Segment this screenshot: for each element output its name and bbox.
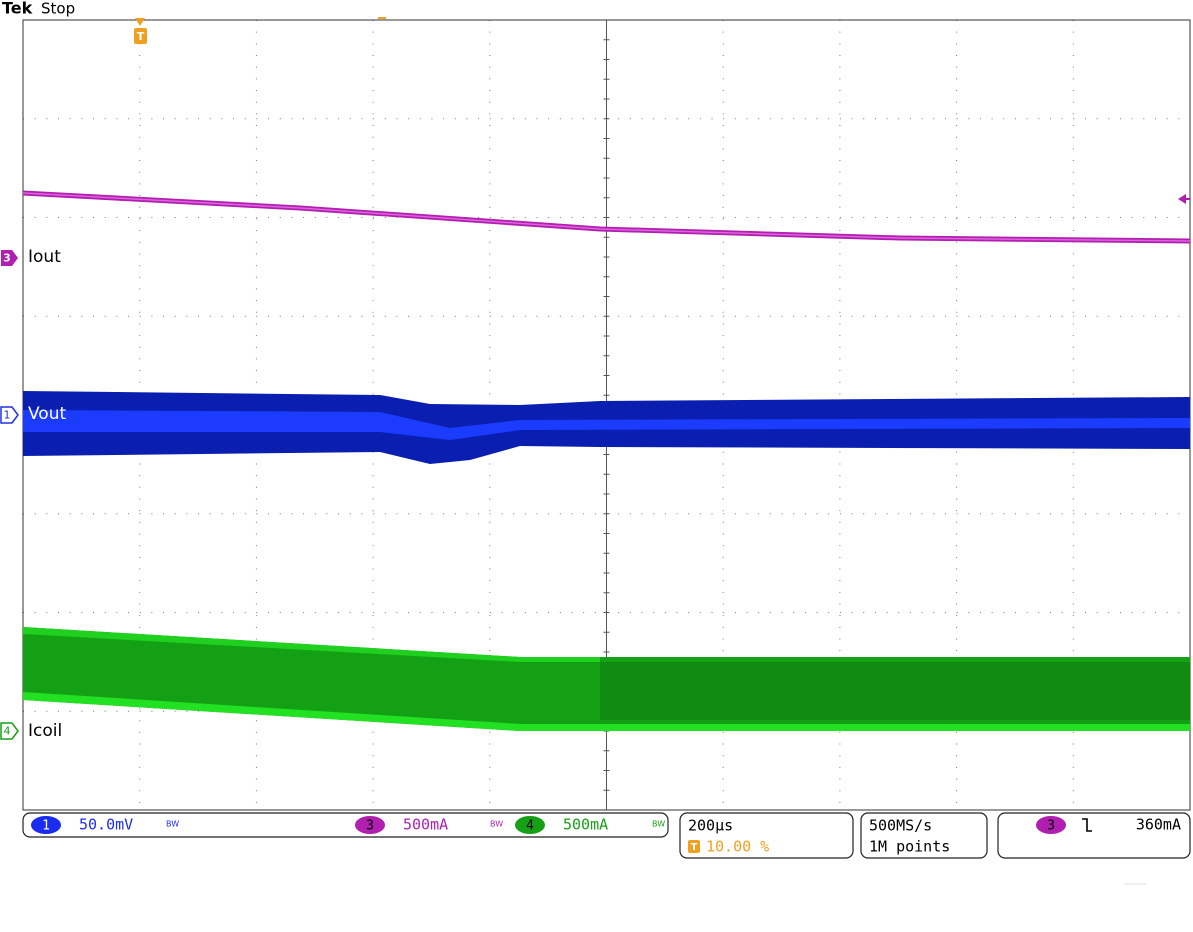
trigger-source: 3 bbox=[1047, 819, 1055, 834]
sample-rate: 500MS/s bbox=[869, 817, 932, 835]
ch3-badge-number: 3 bbox=[366, 819, 374, 834]
ch3-scale: 500mA bbox=[403, 816, 448, 834]
ch1-badge-number: 1 bbox=[42, 819, 50, 834]
ch3-marker bbox=[1, 250, 18, 266]
trigger-marker-bg bbox=[134, 28, 147, 44]
trigger-level: 360mA bbox=[1136, 816, 1181, 834]
timebase-box bbox=[679, 812, 854, 859]
channel-readout-box bbox=[22, 812, 669, 838]
ch1-label: Vout bbox=[28, 404, 66, 424]
timebase-scale: 200µs bbox=[688, 817, 733, 835]
trigger-position-icon: T bbox=[691, 842, 698, 853]
vout-trace-core bbox=[23, 410, 1190, 440]
ch4-scale: 500mA bbox=[563, 816, 608, 834]
trigger-position-icon-bg bbox=[688, 840, 700, 853]
falling-edge-icon bbox=[1082, 818, 1092, 832]
ch4-marker-number: 4 bbox=[4, 725, 11, 738]
acquisition-box bbox=[860, 812, 988, 859]
ch4-marker bbox=[0, 722, 19, 740]
ch3-badge bbox=[355, 816, 385, 834]
ch3-bw: BW bbox=[490, 820, 503, 829]
status: Stop bbox=[41, 0, 75, 18]
ch1-scale: 50.0mV bbox=[79, 816, 133, 834]
ch3-label: Iout bbox=[28, 247, 61, 267]
icoil-bottom-edge bbox=[23, 692, 1190, 731]
trigger-source-badge bbox=[1036, 816, 1066, 834]
ch1-bw: BW bbox=[166, 820, 179, 829]
ch3-marker-number: 3 bbox=[3, 252, 11, 265]
ch4-label: Icoil bbox=[28, 721, 62, 741]
pretrigger-mark bbox=[378, 17, 386, 19]
ch4-badge-number: 4 bbox=[526, 819, 534, 834]
trigger-level-arrow bbox=[1178, 194, 1186, 204]
ch1-badge bbox=[31, 816, 61, 834]
ch1-marker-number: 1 bbox=[4, 409, 11, 422]
ch1-marker bbox=[0, 406, 19, 424]
trigger-position: 10.00 % bbox=[706, 838, 769, 856]
ch4-bw: BW bbox=[652, 820, 665, 829]
trigger-arrow bbox=[135, 18, 145, 26]
trigger-marker: T bbox=[137, 30, 145, 43]
record-length: 1M points bbox=[869, 838, 950, 856]
icoil-dark-band bbox=[600, 657, 1190, 720]
ch4-badge bbox=[515, 816, 545, 834]
brand: Tek bbox=[2, 0, 33, 18]
iout-trace-core bbox=[22, 192, 1191, 242]
